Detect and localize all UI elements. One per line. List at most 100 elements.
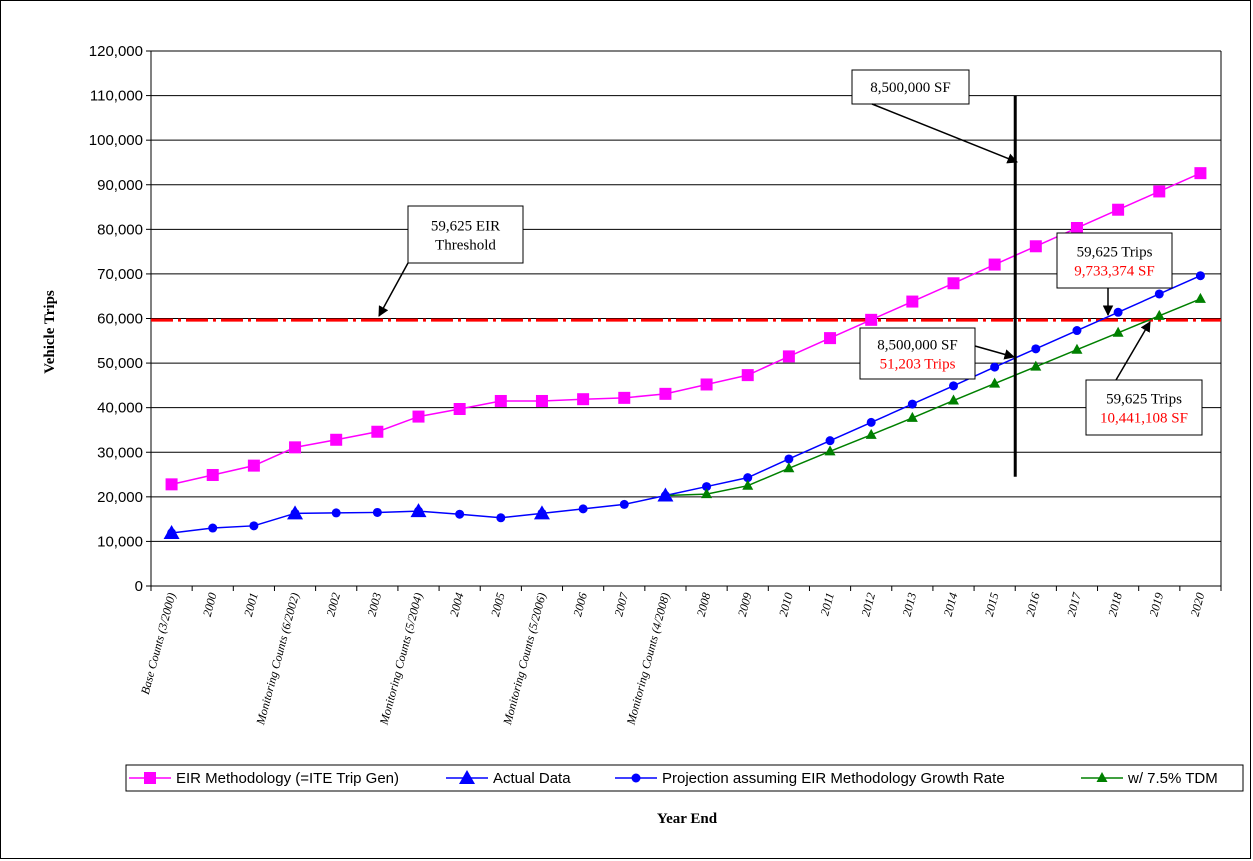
data-point-square <box>535 394 548 407</box>
y-tick-label: 50,000 <box>97 355 143 372</box>
data-point-triangle-small <box>865 428 877 439</box>
x-tick-label: 2012 <box>858 591 878 618</box>
series-line <box>665 298 1201 497</box>
x-tick-label: 2010 <box>776 591 796 618</box>
x-tick-label: 2002 <box>323 591 343 618</box>
data-point-circle <box>631 773 641 783</box>
data-point-triangle-small <box>989 377 1001 388</box>
data-point-square <box>206 468 219 481</box>
y-tick-label: 0 <box>135 578 143 595</box>
data-point-square <box>824 332 837 345</box>
annotation-line2: 9,733,374 SF <box>1074 264 1154 280</box>
data-point-circle <box>619 499 629 509</box>
x-tick-label: 2016 <box>1023 591 1043 618</box>
sf-top-arrow <box>871 103 1018 164</box>
data-point-square <box>618 391 631 404</box>
data-point-triangle-small <box>1194 292 1206 303</box>
series-group <box>163 167 1207 539</box>
data-point-circle <box>578 504 588 514</box>
series-2 <box>167 271 1205 538</box>
series-0 <box>165 167 1207 491</box>
data-point-circle <box>249 521 259 531</box>
annotation-line1: 59,625 EIR <box>431 219 500 235</box>
annotation-box <box>851 69 970 105</box>
data-point-circle <box>907 399 917 409</box>
legend-label: w/ 7.5% TDM <box>1127 770 1218 787</box>
y-tick-label: 30,000 <box>97 444 143 461</box>
data-point-square <box>247 459 260 472</box>
data-point-square <box>494 394 507 407</box>
x-tick-label: 2017 <box>1064 590 1084 618</box>
x-tick-label: 2001 <box>241 591 261 618</box>
series-1 <box>163 487 674 539</box>
legend: EIR Methodology (=ITE Trip Gen) Actual Da… <box>125 764 1244 792</box>
x-tick-label: 2004 <box>447 591 467 618</box>
data-point-square <box>289 441 302 454</box>
data-point-triangle-small <box>906 411 918 422</box>
data-point-square <box>330 433 343 446</box>
x-tick-label: 2006 <box>570 591 590 618</box>
legend-label: Projection assuming EIR Methodology Grow… <box>662 770 1005 787</box>
data-point-square <box>1153 185 1166 198</box>
x-tick-label: 2014 <box>941 591 961 618</box>
series-line <box>171 172 1201 486</box>
annotation-trips_proj: 59,625 Trips 9,733,374 SF <box>1056 232 1173 289</box>
data-point-square <box>741 369 754 382</box>
x-axis-title: Year End <box>657 811 718 827</box>
data-point-triangle-small <box>948 394 959 405</box>
data-point-triangle-small <box>1112 326 1124 337</box>
data-point-square <box>947 277 960 290</box>
annotation-line1: 59,625 Trips <box>1106 392 1182 408</box>
data-point-triangle-small <box>742 479 754 490</box>
data-point-circle <box>949 381 958 391</box>
legend-item-1: Actual Data <box>446 770 571 787</box>
data-point-circle <box>743 473 753 483</box>
legend-item-2: Projection assuming EIR Methodology Grow… <box>615 770 1005 787</box>
gridlines <box>150 50 1222 587</box>
x-tick-label: 2019 <box>1146 591 1166 618</box>
data-point-square <box>865 313 878 326</box>
data-point-circle <box>331 508 341 518</box>
x-tick-label: 2013 <box>900 591 920 618</box>
sf-mid-arrow <box>974 345 1016 360</box>
legend-label: Actual Data <box>493 770 571 787</box>
data-point-circle <box>208 523 218 533</box>
y-axis-ticks: 0 10,000 20,000 30,000 40,000 50,000 60,000 70,… <box>89 43 151 595</box>
series-3 <box>659 292 1206 500</box>
annotation-line1: 59,625 Trips <box>1077 245 1153 261</box>
annotation-box <box>1056 232 1173 289</box>
data-point-square <box>782 350 795 363</box>
annotation-line1: 8,500,000 SF <box>877 338 957 354</box>
x-tick-label: Base Counts (3/2000) <box>138 591 179 696</box>
data-point-square <box>1194 167 1207 180</box>
data-point-triangle <box>533 505 550 520</box>
y-tick-label: 10,000 <box>97 533 143 550</box>
y-axis-title: Vehicle Trips <box>42 290 58 374</box>
x-tick-label: 2003 <box>365 591 385 618</box>
data-point-square <box>1112 203 1125 216</box>
eir-threshold-arrow <box>378 262 409 317</box>
data-point-square <box>577 393 590 406</box>
x-tick-label: 2020 <box>1188 591 1208 618</box>
annotation-line2: 10,441,108 SF <box>1100 411 1188 427</box>
x-tick-label: Monitoring Counts (6/2002) <box>253 591 302 727</box>
data-point-circle <box>1072 326 1082 336</box>
y-tick-label: 100,000 <box>89 132 143 149</box>
y-tick-label: 90,000 <box>97 177 143 194</box>
annotation-eir_threshold: 59,625 EIR Threshold <box>407 205 524 264</box>
y-tick-label: 20,000 <box>97 489 143 506</box>
y-tick-label: 40,000 <box>97 400 143 417</box>
y-tick-label: 110,000 <box>90 88 143 105</box>
x-tick-label: 2005 <box>488 591 508 618</box>
x-tick-label: 2007 <box>611 590 631 618</box>
legend-item-3: w/ 7.5% TDM <box>1081 770 1218 787</box>
data-point-square <box>371 425 384 438</box>
data-point-circle <box>496 513 506 523</box>
annotation-sf_mid: 8,500,000 SF 51,203 Trips <box>859 327 976 380</box>
data-point-square <box>700 378 713 391</box>
legend-box <box>125 764 1244 792</box>
